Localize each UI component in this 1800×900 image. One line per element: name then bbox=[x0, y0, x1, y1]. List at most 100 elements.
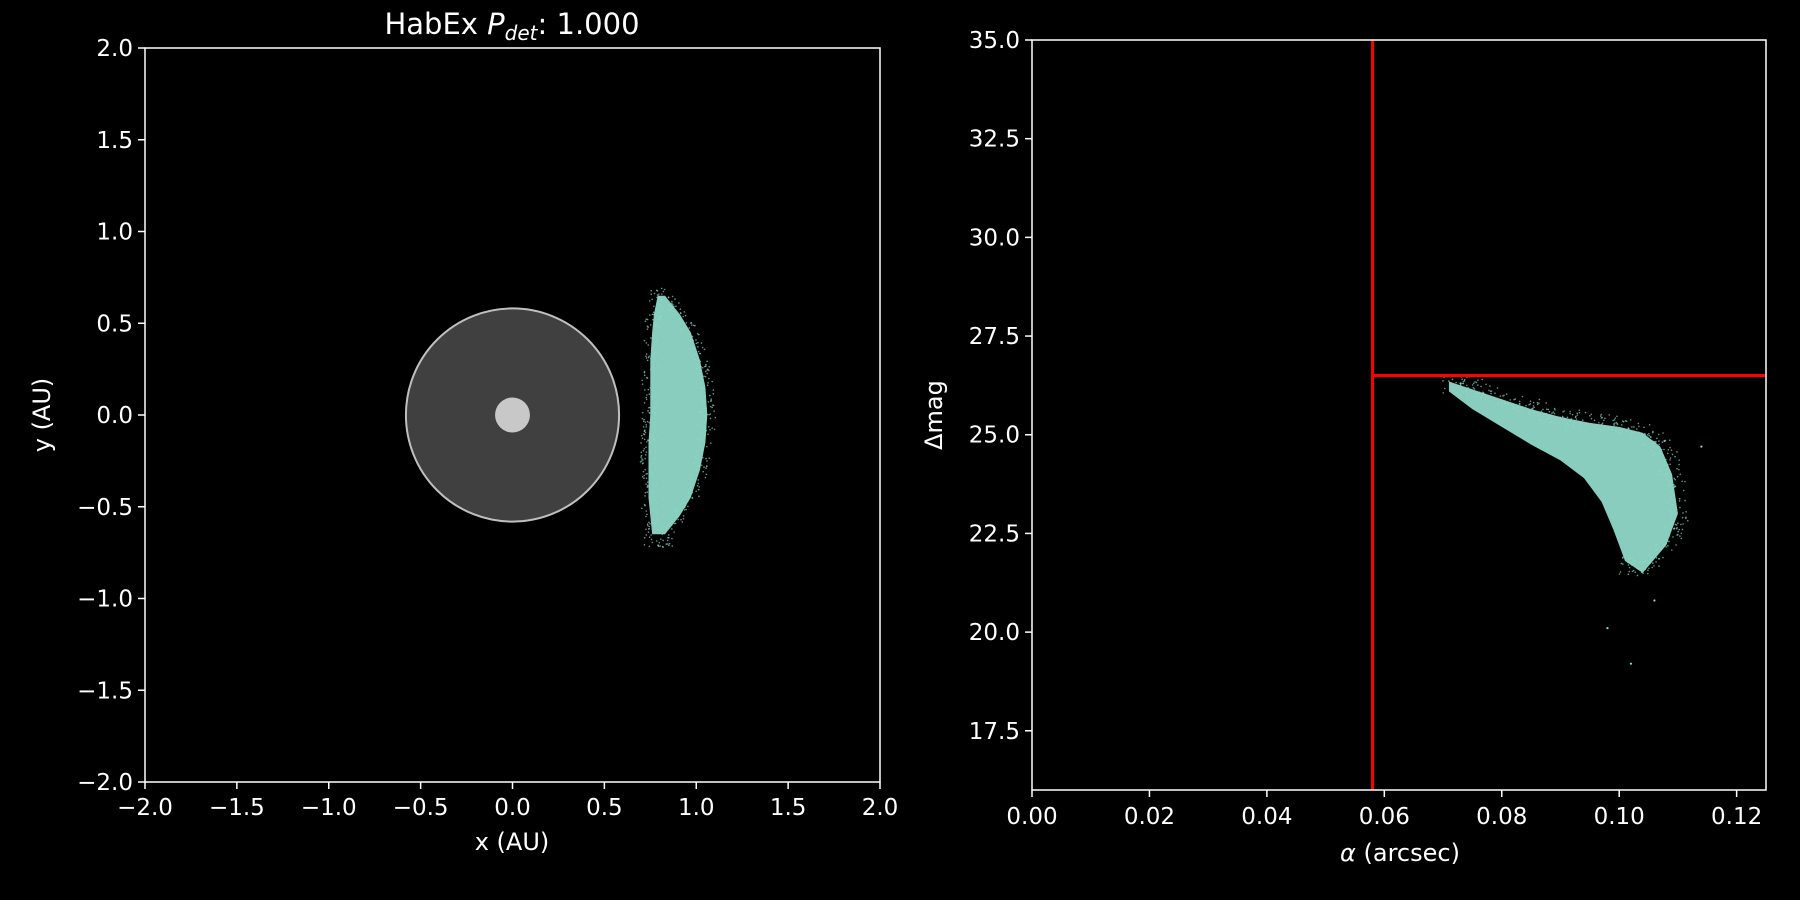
planet-point bbox=[665, 543, 668, 545]
planet-point bbox=[648, 421, 651, 424]
planet-point bbox=[1500, 406, 1503, 408]
planet-point bbox=[700, 378, 703, 380]
planet-point bbox=[645, 426, 648, 428]
planet-point bbox=[710, 399, 712, 402]
planet-point bbox=[653, 390, 655, 392]
planet-point bbox=[1630, 564, 1633, 566]
y-axis-ticks: 17.5 20.0 22.5 25.0 27.5 30.0 32.5 35.0 bbox=[969, 28, 1032, 745]
planet-point bbox=[652, 435, 654, 437]
planet-point bbox=[1634, 571, 1637, 573]
planet-point bbox=[1665, 546, 1668, 548]
planet-point bbox=[648, 527, 650, 530]
planet-point bbox=[709, 394, 711, 397]
planet-point bbox=[649, 314, 651, 316]
planet-point bbox=[701, 433, 703, 435]
planet-point bbox=[1616, 422, 1618, 425]
planet-point bbox=[695, 367, 698, 370]
planet-point bbox=[1621, 563, 1624, 565]
planet-point bbox=[701, 346, 704, 349]
planet-point bbox=[1533, 406, 1535, 409]
planet-point bbox=[642, 449, 645, 452]
planet-point bbox=[698, 376, 701, 379]
planet-point bbox=[1579, 421, 1582, 424]
planet-point bbox=[696, 440, 699, 443]
planet-point bbox=[691, 478, 694, 481]
planet-point bbox=[646, 440, 648, 443]
planet-point bbox=[646, 359, 649, 362]
planet-point bbox=[1502, 404, 1504, 407]
planet-point bbox=[648, 521, 650, 524]
planet-point bbox=[660, 293, 663, 295]
planet-point bbox=[704, 427, 706, 430]
planet-point bbox=[661, 533, 664, 536]
planet-point bbox=[647, 524, 649, 527]
planet-point bbox=[645, 357, 648, 359]
planet-point bbox=[679, 503, 682, 506]
planet-point bbox=[655, 473, 658, 476]
planet-point bbox=[1653, 444, 1655, 447]
planet-point bbox=[651, 496, 654, 499]
planet-point bbox=[1671, 453, 1674, 456]
planet-point bbox=[1562, 411, 1564, 413]
planet-point bbox=[709, 405, 712, 408]
y-tick-label: −1.0 bbox=[77, 587, 133, 613]
planet-point bbox=[670, 521, 672, 524]
planet-point bbox=[1628, 570, 1630, 573]
planet-point bbox=[1679, 535, 1681, 537]
planet-point bbox=[1545, 412, 1548, 415]
x-tick-label: 1.0 bbox=[678, 795, 715, 821]
planet-point bbox=[1664, 526, 1667, 528]
planet-point bbox=[1540, 410, 1543, 413]
planet-point bbox=[1593, 419, 1596, 422]
planet-point bbox=[1675, 527, 1678, 530]
planet-point bbox=[685, 496, 688, 499]
planet-point bbox=[704, 370, 707, 373]
planet-point bbox=[1649, 556, 1652, 558]
planet-point bbox=[1529, 400, 1532, 402]
x-tick-label: −1.5 bbox=[209, 795, 265, 821]
planet-point bbox=[690, 485, 693, 488]
orbit-plot: HabEx Pdet: 1.000 −2.0 −1.5 −1.0 −0.5 0.0 0.5… bbox=[28, 7, 898, 856]
planet-point bbox=[659, 545, 661, 547]
planet-point bbox=[1627, 427, 1630, 430]
planet-point bbox=[654, 352, 657, 355]
planet-point bbox=[644, 457, 647, 460]
planet-point bbox=[1636, 574, 1639, 577]
planet-point bbox=[1607, 426, 1609, 429]
planet-point bbox=[1655, 440, 1657, 443]
planet-point bbox=[1659, 453, 1662, 455]
planet-point bbox=[652, 519, 654, 521]
planet-point bbox=[646, 420, 649, 423]
planet-point bbox=[647, 326, 649, 329]
planet-point bbox=[702, 387, 704, 390]
planet-point bbox=[1641, 434, 1644, 436]
planet-point bbox=[652, 311, 655, 314]
planet-point bbox=[705, 407, 708, 410]
planet-point bbox=[1490, 392, 1492, 395]
planet-point bbox=[644, 431, 647, 434]
planet-point bbox=[1672, 536, 1674, 538]
planet-point bbox=[1496, 402, 1499, 405]
planet-point bbox=[653, 322, 656, 325]
planet-point bbox=[701, 366, 704, 369]
y-tick-label: 0.0 bbox=[96, 403, 133, 429]
planet-point bbox=[1658, 470, 1660, 472]
planet-point bbox=[694, 370, 696, 372]
planet-point bbox=[1570, 418, 1573, 420]
planet-point bbox=[1501, 399, 1503, 401]
planet-point bbox=[1612, 419, 1614, 422]
planet-point bbox=[1648, 432, 1650, 435]
planet-point bbox=[648, 406, 650, 409]
planet-point bbox=[672, 306, 674, 309]
planet-point bbox=[691, 335, 694, 338]
planet-point bbox=[698, 423, 700, 426]
planet-point bbox=[1681, 516, 1684, 519]
planet-point bbox=[692, 339, 695, 342]
planet-point bbox=[701, 448, 703, 451]
planet-point bbox=[643, 438, 646, 441]
planet-point bbox=[650, 426, 652, 429]
planet-point bbox=[1490, 390, 1493, 392]
y-tick-label: 35.0 bbox=[969, 28, 1020, 54]
planet-point bbox=[644, 491, 647, 494]
planet-point bbox=[677, 516, 679, 518]
